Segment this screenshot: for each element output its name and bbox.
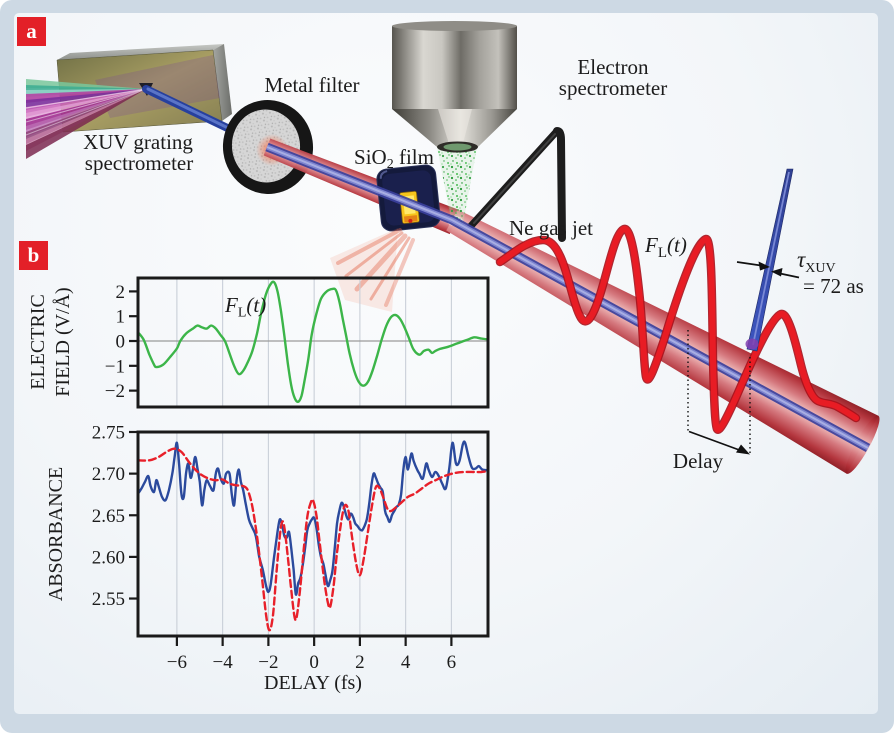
laser-field-label: FL(t) — [644, 233, 687, 261]
svg-text:2: 2 — [355, 652, 365, 673]
ne-gas-jet-label: Ne gas jet — [509, 216, 593, 240]
xuv-attosecond-pulse — [745, 168, 794, 352]
electric-field-chart-curve — [136, 280, 490, 404]
svg-text:−2: −2 — [258, 652, 278, 673]
svg-text:2.65: 2.65 — [92, 506, 125, 527]
tau-xuv-label: τXUV — [797, 247, 836, 276]
svg-text:6: 6 — [447, 652, 457, 673]
electron-spectrometer — [392, 21, 517, 153]
panel-b-badge: b — [19, 241, 48, 270]
svg-text:0: 0 — [116, 332, 126, 353]
electron-burst — [437, 147, 477, 224]
xuv-grating-label-line1: XUV grating — [83, 130, 193, 154]
absorbance-chart-curves — [136, 440, 490, 632]
svg-text:0: 0 — [309, 652, 319, 673]
svg-text:2.70: 2.70 — [92, 464, 125, 485]
svg-text:2: 2 — [116, 282, 126, 303]
electron-spectrometer-label-line1: Electron — [577, 55, 649, 79]
delay-xlabel: DELAY (fs) — [264, 672, 362, 694]
metal-filter-label: Metal filter — [264, 73, 359, 97]
chart-field-annotation: FL(t) — [224, 293, 266, 321]
svg-text:4: 4 — [401, 652, 411, 673]
absorbance-ylabel: ABSORBANCE — [45, 467, 67, 601]
electron-spectrometer-label-line2: spectrometer — [559, 76, 667, 100]
electric-field-chart-frame — [136, 276, 490, 409]
electric-field-ylabel-line2: FIELD (V/Å) — [52, 287, 74, 396]
panel-a-badge: a — [17, 17, 46, 46]
delay-annotation — [687, 330, 751, 456]
svg-text:1: 1 — [116, 307, 126, 328]
delay-label: Delay — [673, 449, 724, 473]
electric-field-chart-grid — [138, 278, 488, 407]
svg-text:−1: −1 — [105, 356, 125, 377]
svg-text:2.60: 2.60 — [92, 547, 125, 568]
dispersed-spectrum-fan — [25, 79, 147, 159]
absorbance-chart-frame — [136, 430, 490, 638]
absorbance-chart-grid — [176, 432, 452, 636]
svg-text:−6: −6 — [167, 652, 187, 673]
ne-gas-jet-nozzle — [466, 127, 566, 242]
xuv-pulse-track — [265, 142, 871, 452]
electric-field-chart-axis: 2 1 0 −1 −2 — [105, 282, 138, 402]
scattered-light-rays — [330, 228, 415, 312]
xuv-grating-label-line2: spectrometer — [85, 151, 193, 175]
svg-text:−4: −4 — [213, 652, 234, 673]
svg-text:2.75: 2.75 — [92, 423, 125, 444]
svg-text:−2: −2 — [105, 381, 125, 402]
electric-field-ylabel-line1: ELECTRIC — [27, 294, 49, 390]
laser-field-wave — [495, 224, 861, 434]
tau-xuv-annotation — [736, 261, 800, 279]
tau-xuv-value: = 72 as — [803, 274, 864, 298]
sio2-film-label: SiO2 film — [354, 145, 434, 172]
absorbance-chart-axis: 2.75 2.70 2.65 2.60 2.55 −6 −4 −2 0 2 4 6 — [92, 423, 456, 674]
svg-text:2.55: 2.55 — [92, 589, 125, 610]
